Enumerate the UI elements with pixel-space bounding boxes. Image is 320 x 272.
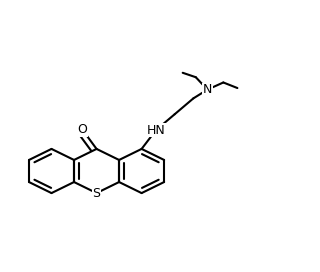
Text: HN: HN — [147, 124, 165, 137]
Text: S: S — [92, 187, 100, 200]
Text: N: N — [203, 83, 212, 96]
Text: O: O — [77, 123, 87, 136]
